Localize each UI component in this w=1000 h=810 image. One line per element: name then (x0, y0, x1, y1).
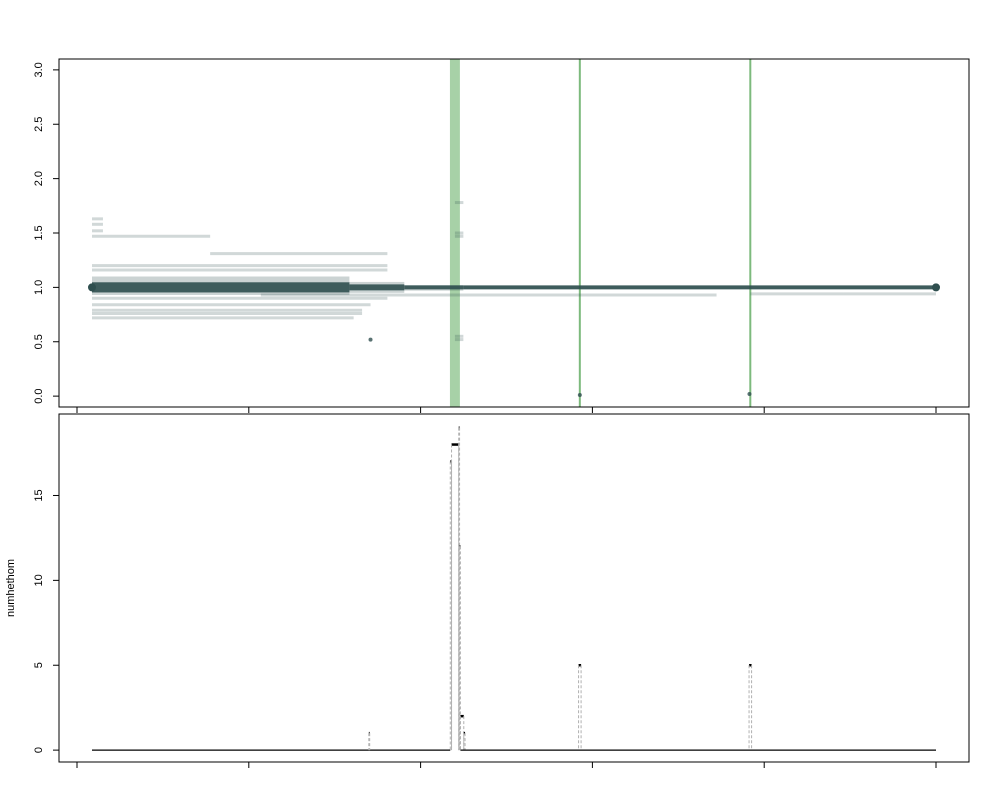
point-2 (368, 337, 373, 342)
y-tick-label-3: 15 (33, 489, 45, 501)
y-tick-label-5: 2.5 (33, 117, 45, 132)
dense-band-core-3 (463, 285, 936, 290)
point-0 (577, 393, 582, 398)
band-start-cap (88, 283, 96, 292)
y-tick-label-3: 1.5 (33, 225, 45, 240)
dense-band-core-2 (404, 285, 464, 290)
y-tick-label-1: 5 (33, 662, 45, 668)
y-tick-label-2: 10 (33, 574, 45, 586)
highlight-region-1 (578, 59, 581, 407)
highlight-region-0 (449, 59, 460, 407)
plot-frame (58, 413, 970, 763)
plot-frame (58, 58, 970, 408)
y-tick-label-4: 2.0 (33, 171, 45, 186)
dense-band-core-0 (92, 282, 350, 293)
y-tick-label-0: 0.0 (33, 388, 45, 403)
y-tick-label-6: 3.0 (33, 62, 45, 77)
point-1 (747, 391, 752, 396)
y-tick-label-1: 0.5 (33, 334, 45, 349)
y-tick-label-0: 0 (33, 747, 45, 753)
bottom-panel: 0 5 10 15 numhethom (5, 413, 970, 768)
y-tick-label-2: 1.0 (33, 280, 45, 295)
y-axis-title: numhethom (5, 559, 17, 617)
band-end-cap (932, 283, 940, 292)
highlight-region-2 (749, 59, 752, 407)
top-panel: 0.0 0.5 1.0 1.5 2.0 2.5 3.0 (33, 58, 970, 413)
dense-band-core-1 (349, 284, 405, 291)
